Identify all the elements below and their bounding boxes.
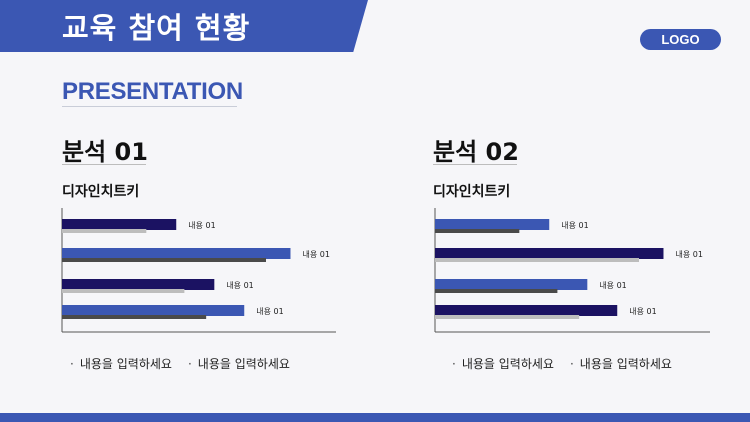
bar-primary <box>435 248 664 259</box>
bar-secondary <box>62 315 207 319</box>
footer-bar <box>0 413 750 422</box>
header-banner <box>0 0 368 52</box>
bar-primary <box>62 279 215 290</box>
bar-secondary <box>435 258 639 262</box>
bar-secondary <box>435 315 580 319</box>
logo-text: LOGO <box>661 32 700 47</box>
bar-primary <box>62 305 245 316</box>
bullet-list-1: 내용을 입력하세요 내용을 입력하세요 <box>70 355 290 372</box>
subtitle-1: 디자인치트키 <box>62 184 140 200</box>
data-label: 내용 01 <box>675 250 702 259</box>
bullet-item: 내용을 입력하세요 <box>70 355 172 372</box>
section-title-2: 분석 02 <box>433 138 519 166</box>
subtitle-2: 디자인치트키 <box>433 184 511 200</box>
data-label: 내용 01 <box>302 250 329 259</box>
page-title: 교육 참여 현황 <box>62 11 251 45</box>
data-label: 내용 01 <box>226 281 253 290</box>
bullet-list-2: 내용을 입력하세요 내용을 입력하세요 <box>452 355 672 372</box>
bullet-item: 내용을 입력하세요 <box>188 355 290 372</box>
section-underline-1 <box>62 164 146 165</box>
data-label: 내용 01 <box>256 307 283 316</box>
data-label: 내용 01 <box>599 281 626 290</box>
bullet-item: 내용을 입력하세요 <box>452 355 554 372</box>
data-label: 내용 01 <box>629 307 656 316</box>
section-title-1: 분석 01 <box>62 138 148 166</box>
section-underline-2 <box>433 164 517 165</box>
bar-secondary <box>62 229 147 233</box>
bar-secondary <box>62 258 266 262</box>
bar-primary <box>62 248 291 259</box>
bar-secondary <box>62 289 185 293</box>
presentation-underline <box>62 106 237 107</box>
bullet-item: 내용을 입력하세요 <box>570 355 672 372</box>
logo-badge: LOGO <box>640 29 721 50</box>
data-label: 내용 01 <box>561 221 588 230</box>
data-label: 내용 01 <box>188 221 215 230</box>
bar-primary <box>435 305 618 316</box>
bar-primary <box>62 219 177 230</box>
bar-primary <box>435 279 588 290</box>
bar-primary <box>435 219 550 230</box>
bar-secondary <box>435 229 520 233</box>
bar-secondary <box>435 289 558 293</box>
presentation-heading: PRESENTATION <box>62 78 243 105</box>
